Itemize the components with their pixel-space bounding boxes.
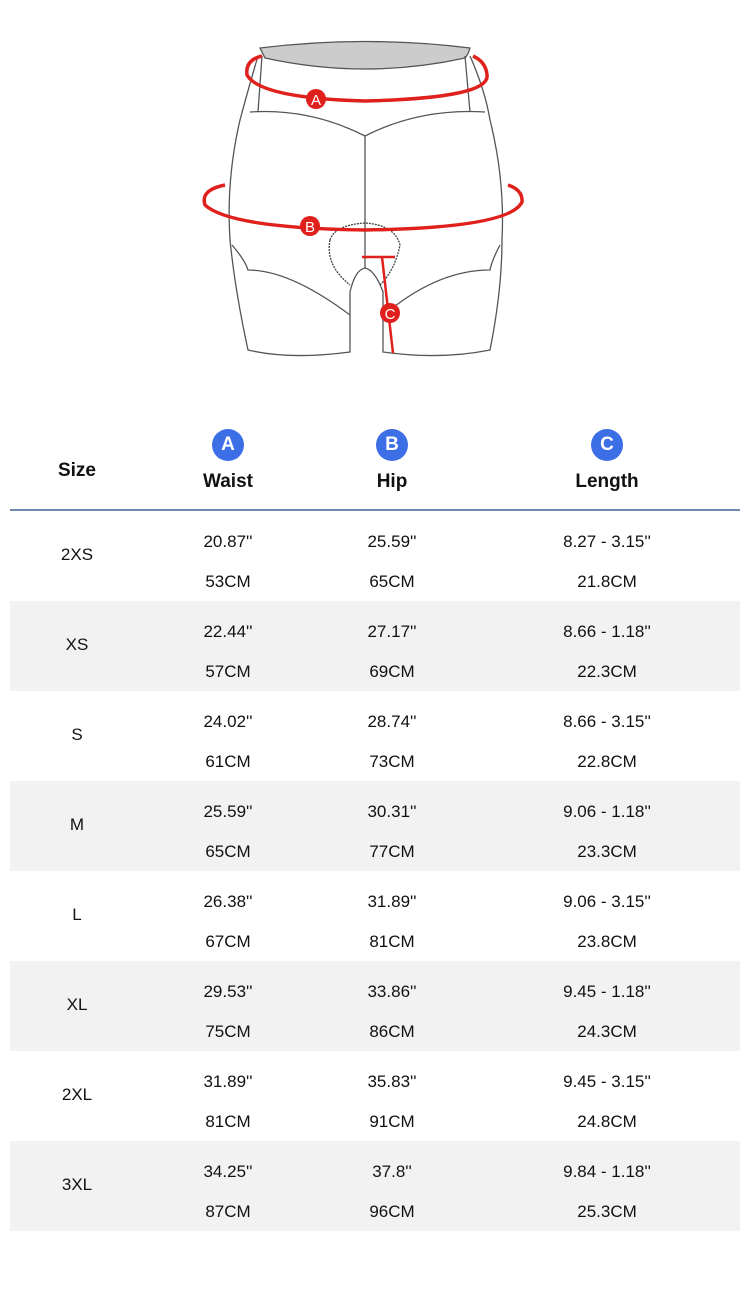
- length-inches: 9.84 - 1.18'': [563, 1162, 651, 1181]
- waist-cm: 65CM: [205, 842, 251, 861]
- svg-text:A: A: [311, 92, 321, 109]
- marker-a-icon: A: [306, 89, 326, 109]
- table-header: Size A Waist B Hip C Length: [10, 420, 740, 511]
- length-cm: 23.8CM: [577, 932, 637, 951]
- hip-cm: 91CM: [369, 1112, 415, 1131]
- table-row: M 25.59'' 65CM 30.31'' 77CM 9.06 - 1.18'' 23.3…: [10, 781, 740, 871]
- svg-text:B: B: [305, 219, 315, 236]
- length-inches: 8.66 - 1.18'': [563, 622, 651, 641]
- length-inches: 8.27 - 3.15'': [563, 532, 651, 551]
- table-row: 3XL 34.25'' 87CM 37.8'' 96CM 9.84 - 1.18'' 25.…: [10, 1141, 740, 1231]
- length-header: Length: [575, 471, 639, 492]
- size-cell: 2XS: [60, 545, 94, 564]
- table-row: XL 29.53'' 75CM 33.86'' 86CM 9.45 - 1.18'' 24.…: [10, 961, 740, 1051]
- length-cm: 25.3CM: [577, 1202, 637, 1221]
- size-chart-table: Size A Waist B Hip C Length 2XS 20.87'' 53…: [10, 420, 740, 1231]
- length-cm: 21.8CM: [577, 572, 637, 591]
- badge-a-icon: A: [212, 429, 244, 461]
- hip-cm: 86CM: [369, 1022, 415, 1041]
- waist-cm: 81CM: [205, 1112, 251, 1131]
- hip-inches: 35.83'': [367, 1072, 417, 1091]
- length-inches: 9.45 - 1.18'': [563, 982, 651, 1001]
- waist-inches: 31.89'': [203, 1072, 253, 1091]
- waist-inches: 26.38'': [203, 892, 253, 911]
- hip-inches: 25.59'': [367, 532, 417, 551]
- shorts-measurement-illustration: A B C: [202, 40, 524, 357]
- length-inches: 8.66 - 3.15'': [563, 712, 651, 731]
- table-row: XS 22.44'' 57CM 27.17'' 69CM 8.66 - 1.18'' 22.…: [10, 601, 740, 691]
- length-cm: 24.3CM: [577, 1022, 637, 1041]
- hip-header: Hip: [376, 471, 408, 492]
- size-cell: 3XL: [61, 1175, 93, 1194]
- waist-cm: 57CM: [205, 662, 251, 681]
- size-cell: S: [71, 725, 83, 744]
- size-cell: 2XL: [61, 1085, 93, 1104]
- length-inches: 9.45 - 3.15'': [563, 1072, 651, 1091]
- waist-cm: 75CM: [205, 1022, 251, 1041]
- hip-inches: 27.17'': [367, 622, 417, 641]
- badge-b-icon: B: [376, 429, 408, 461]
- size-header: Size: [57, 460, 97, 481]
- waist-inches: 34.25'': [203, 1162, 253, 1181]
- size-cell: XS: [65, 635, 89, 654]
- table-row: S 24.02'' 61CM 28.74'' 73CM 8.66 - 3.15'' 22.8…: [10, 691, 740, 781]
- hip-cm: 69CM: [369, 662, 415, 681]
- hip-cm: 96CM: [369, 1202, 415, 1221]
- waist-cm: 67CM: [205, 932, 251, 951]
- waist-cm: 53CM: [205, 572, 251, 591]
- hip-cm: 65CM: [369, 572, 415, 591]
- badge-c-icon: C: [591, 429, 623, 461]
- hip-cm: 81CM: [369, 932, 415, 951]
- waist-cm: 87CM: [205, 1202, 251, 1221]
- length-cm: 22.8CM: [577, 752, 637, 771]
- size-cell: M: [69, 815, 85, 834]
- size-cell: L: [72, 905, 82, 924]
- marker-b-icon: B: [300, 216, 320, 236]
- length-cm: 23.3CM: [577, 842, 637, 861]
- waist-header: Waist: [203, 471, 253, 492]
- hip-inches: 30.31'': [367, 802, 417, 821]
- hip-inches: 28.74'': [367, 712, 417, 731]
- table-row: 2XL 31.89'' 81CM 35.83'' 91CM 9.45 - 3.15'' 24…: [10, 1051, 740, 1141]
- waist-inches: 29.53'': [203, 982, 253, 1001]
- waist-inches: 24.02'': [203, 712, 253, 731]
- hip-inches: 31.89'': [367, 892, 417, 911]
- length-inches: 9.06 - 1.18'': [563, 802, 651, 821]
- hip-inches: 33.86'': [367, 982, 417, 1001]
- table-row: L 26.38'' 67CM 31.89'' 81CM 9.06 - 3.15'' 23.8…: [10, 871, 740, 961]
- waist-inches: 25.59'': [203, 802, 253, 821]
- hip-cm: 73CM: [369, 752, 415, 771]
- svg-text:C: C: [385, 306, 396, 323]
- size-cell: XL: [66, 995, 88, 1014]
- marker-c-icon: C: [380, 303, 400, 323]
- waist-inches: 20.87'': [203, 532, 253, 551]
- length-inches: 9.06 - 3.15'': [563, 892, 651, 911]
- length-cm: 24.8CM: [577, 1112, 637, 1131]
- waist-inches: 22.44'': [203, 622, 253, 641]
- hip-inches: 37.8'': [372, 1162, 412, 1181]
- waist-cm: 61CM: [205, 752, 251, 771]
- length-cm: 22.3CM: [577, 662, 637, 681]
- hip-cm: 77CM: [369, 842, 415, 861]
- table-row: 2XS 20.87'' 53CM 25.59'' 65CM 8.27 - 3.15'' 21…: [10, 511, 740, 601]
